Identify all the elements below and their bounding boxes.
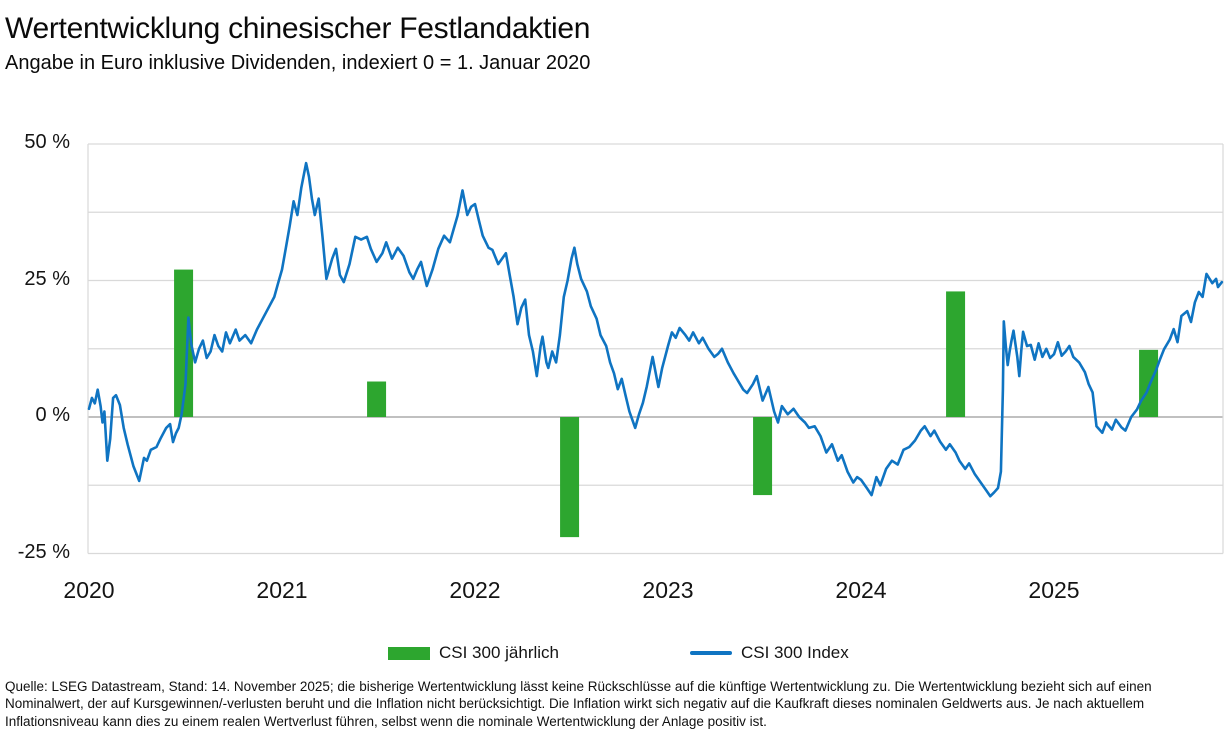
y-axis-label-0: 0 % [35,404,70,426]
x-axis-label-2021: 2021 [256,577,308,603]
legend-label: CSI 300 jährlich [439,643,560,662]
legend-label: CSI 300 Index [741,643,849,662]
y-axis-label-25: 25 % [24,267,70,290]
legend-item-csi300-index: CSI 300 Index [690,643,849,663]
y-axis-label-50: 50 % [24,131,70,153]
x-axis-label-2025: 2025 [1028,577,1080,603]
bar-2021 [367,381,387,417]
csi300-index-line [87,161,1224,498]
legend-item-csi300-jaehrlich: CSI 300 jährlich [388,643,559,663]
y-axis-label--25: -25 % [17,540,70,563]
x-axis-label-2023: 2023 [642,577,694,603]
x-axis-label-2024: 2024 [835,577,887,603]
bar-2024 [946,291,966,417]
bar-2022 [560,417,580,538]
chart-title: Wertentwicklung chinesischer Festlandakt… [5,12,591,45]
bar-series-swatch [388,646,430,660]
bar-2023 [753,417,773,496]
x-axis-label-2020: 2020 [63,577,115,603]
bar-2025 [1139,349,1159,417]
x-axis-label-2022: 2022 [449,577,501,603]
line-series-swatch [690,651,732,655]
chart-subtitle: Angabe in Euro inklusive Dividenden, ind… [5,52,591,74]
bar-2020 [174,269,194,417]
source-disclaimer: Quelle: LSEG Datastream, Stand: 14. Nove… [5,679,1152,729]
